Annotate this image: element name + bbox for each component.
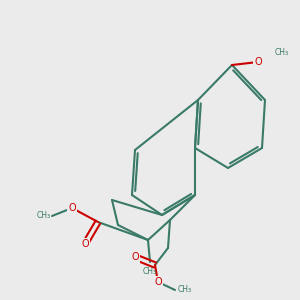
Text: CH₃: CH₃: [143, 266, 157, 275]
Text: CH₃: CH₃: [178, 286, 192, 295]
Text: CH₃: CH₃: [36, 212, 50, 220]
Text: O: O: [131, 252, 139, 262]
Text: O: O: [81, 239, 89, 249]
Text: O: O: [68, 203, 76, 213]
Text: O: O: [254, 57, 262, 67]
Text: CH₃: CH₃: [275, 47, 289, 56]
Text: O: O: [154, 277, 162, 287]
